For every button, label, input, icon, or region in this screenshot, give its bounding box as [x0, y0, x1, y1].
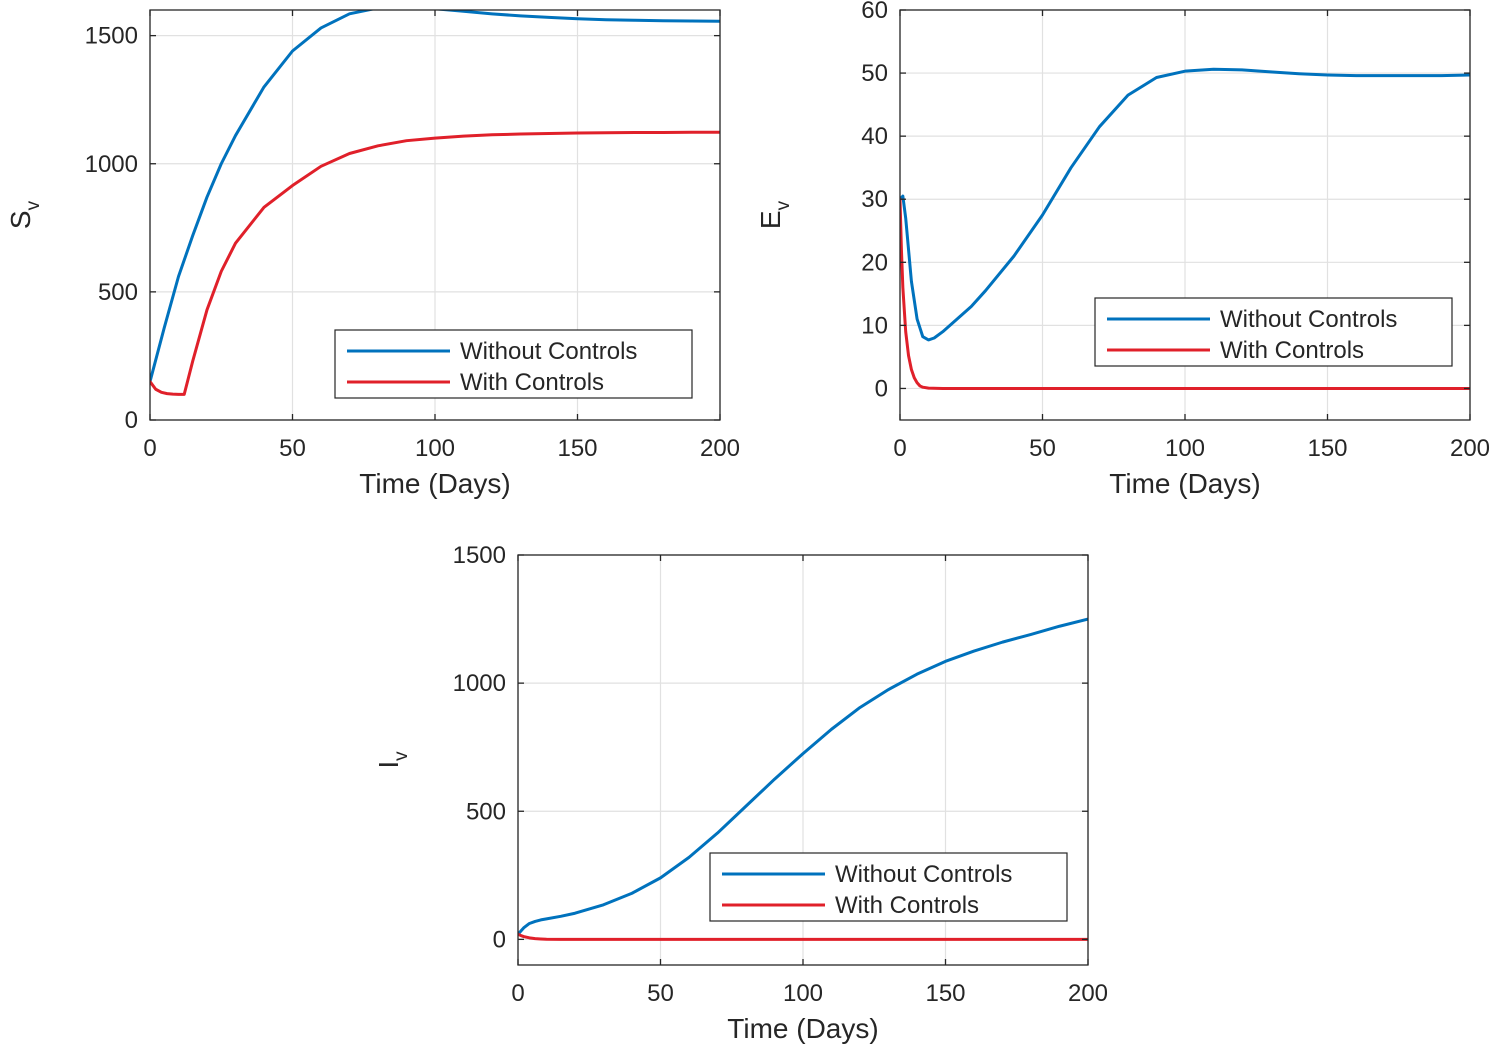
x-tick-label: 150: [925, 980, 965, 1007]
series-line-without-controls: [518, 617, 1088, 936]
y-tick-label: 20: [861, 249, 888, 276]
y-axis-label: Ev: [755, 200, 794, 229]
legend-label: Without Controls: [460, 338, 637, 365]
legend-box: [1094, 297, 1453, 367]
series-line-with-controls: [518, 932, 1088, 941]
y-tick-label: 60: [861, 0, 888, 24]
x-tick-label: 100: [415, 435, 455, 462]
y-axis-label-main: E: [755, 210, 786, 229]
x-tick-label: 100: [1165, 435, 1205, 462]
y-tick-label: 10: [861, 312, 888, 339]
y-tick-label: 1000: [453, 670, 506, 697]
x-tick-label: 150: [1307, 435, 1347, 462]
x-tick-label: 50: [647, 980, 674, 1007]
y-tick-label: 0: [125, 407, 138, 434]
y-tick-label: 1500: [453, 542, 506, 569]
legend-label: Without Controls: [835, 861, 1012, 888]
legend-box: [334, 329, 693, 399]
y-axis-label-subscript: v: [23, 200, 44, 210]
y-axis-label-main: I: [373, 761, 404, 769]
y-tick-label: 30: [861, 186, 888, 213]
series-line-with-controls: [150, 130, 720, 396]
y-axis-label-main: S: [5, 210, 36, 229]
y-axis-label-subscript: v: [773, 200, 794, 210]
chart-ev: 0 50 100 150 200 0 10 20 30 40 50 60 Time (Days) Ev Wi…: [755, 0, 1490, 499]
chart-sv: 0 50 100 150 200 0 500 1000 1500 Time (Days) Sv Wit…: [5, 9, 740, 499]
x-axis-label: Time (Days): [1109, 468, 1260, 499]
legend: Without Controls With Controls: [709, 852, 1068, 922]
legend-label: With Controls: [835, 892, 979, 919]
x-tick-label: 0: [893, 435, 906, 462]
x-axis-label: Time (Days): [359, 468, 510, 499]
x-tick-label: 150: [557, 435, 597, 462]
x-axis-label: Time (Days): [727, 1013, 878, 1044]
series-line-without-controls: [900, 67, 1470, 342]
x-tick-label: 50: [279, 435, 306, 462]
x-tick-label: 200: [1450, 435, 1490, 462]
y-tick-label: 0: [875, 375, 888, 402]
legend: Without Controls With Controls: [1094, 297, 1453, 367]
x-tick-label: 200: [700, 435, 740, 462]
legend-label: Without Controls: [1220, 306, 1397, 333]
y-axis-label-subscript: v: [391, 751, 412, 761]
series-line-with-controls: [900, 197, 1470, 390]
x-tick-label: 0: [511, 980, 524, 1007]
x-tick-label: 0: [143, 435, 156, 462]
series-line-without-controls: [150, 10, 720, 384]
y-tick-label: 1000: [85, 151, 138, 178]
legend-label: With Controls: [1220, 337, 1364, 364]
y-tick-label: 0: [493, 926, 506, 953]
y-axis-label: Sv: [5, 200, 44, 229]
legend-label: With Controls: [460, 369, 604, 396]
y-tick-label: 500: [466, 798, 506, 825]
legend-box: [709, 852, 1068, 922]
x-tick-label: 50: [1029, 435, 1056, 462]
y-tick-label: 500: [98, 279, 138, 306]
y-tick-label: 40: [861, 123, 888, 150]
y-tick-label: 1500: [85, 23, 138, 50]
legend: Without Controls With Controls: [334, 329, 693, 399]
x-tick-label: 200: [1068, 980, 1108, 1007]
y-axis-label: Iv: [373, 751, 412, 769]
y-tick-label: 50: [861, 60, 888, 87]
chart-iv: 0 50 100 150 200 0 500 1000 1500 Time (Days) Iv Wit…: [373, 542, 1108, 1044]
x-tick-label: 100: [783, 980, 823, 1007]
